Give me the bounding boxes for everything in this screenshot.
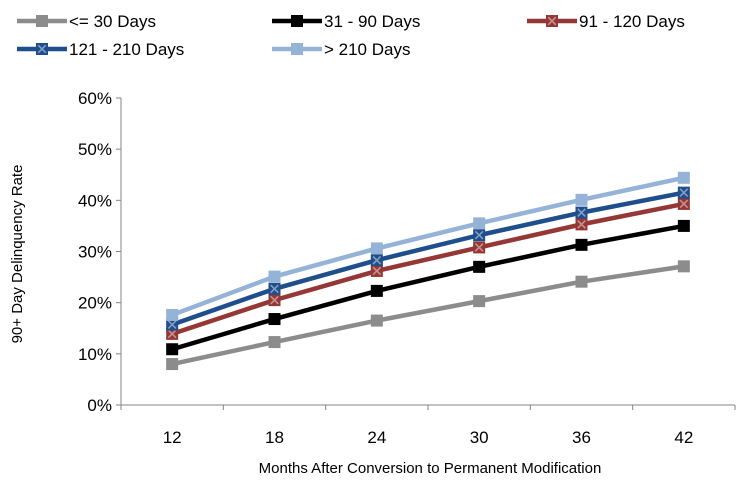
data-point [677, 219, 690, 232]
data-point-cross [577, 220, 586, 229]
x-tick-label: 24 [367, 428, 386, 447]
data-point-cross [679, 188, 689, 198]
y-tick-label: 40% [78, 191, 112, 210]
y-axis-title: 90+ Day Delinquency Rate [9, 165, 26, 344]
data-point [575, 238, 588, 251]
legend-entry: 91 - 120 Days [527, 12, 685, 31]
data-point-cross [167, 329, 177, 339]
y-tick-label: 30% [78, 243, 112, 262]
legend-marker [291, 15, 303, 27]
data-point [473, 217, 486, 230]
data-point-cross [679, 199, 689, 209]
legend-entry: 121 - 210 Days [17, 40, 184, 59]
legend-marker-cross [547, 16, 557, 26]
x-tick-label: 18 [265, 428, 284, 447]
data-point [370, 242, 383, 255]
series-5 [166, 171, 690, 321]
data-point [268, 270, 281, 283]
data-point [473, 229, 486, 242]
legend-label: 91 - 120 Days [579, 12, 685, 31]
data-point-cross [270, 284, 279, 294]
data-point [473, 241, 486, 254]
legend-label: 121 - 210 Days [69, 40, 184, 59]
x-tick-label: 30 [470, 428, 489, 447]
legend-entry: 31 - 90 Days [272, 12, 420, 31]
series-2 [166, 219, 690, 356]
data-point [575, 193, 588, 206]
legend-marker [546, 15, 558, 27]
legend: <= 30 Days 31 - 90 Days 91 - 120 Days 121 -… [17, 12, 685, 59]
data-point [575, 275, 588, 288]
data-point-cross [474, 230, 484, 240]
legend-marker-cross [37, 44, 47, 54]
data-point [268, 336, 281, 349]
data-point [268, 313, 281, 326]
x-tick-label: 42 [674, 428, 693, 447]
data-point-cross [372, 255, 382, 265]
data-point [575, 218, 588, 231]
data-point [370, 314, 383, 327]
y-tick-label: 0% [87, 396, 112, 415]
x-tick-label: 12 [163, 428, 182, 447]
x-axis-title: Months After Conversion to Permanent Mod… [259, 460, 602, 477]
data-point [677, 186, 690, 199]
y-tick-label: 60% [78, 89, 112, 108]
legend-marker [291, 43, 303, 55]
data-point-cross [474, 243, 484, 252]
legend-entry: > 210 Days [272, 40, 410, 59]
series-line [171, 264, 685, 367]
legend-label: > 210 Days [324, 40, 410, 59]
legend-label: 31 - 90 Days [324, 12, 420, 31]
series-3 [166, 197, 690, 340]
legend-label: <= 30 Days [69, 12, 156, 31]
data-point-cross [577, 208, 586, 217]
plot-area: 0% 10% 20% 30% 40% 50% 60% 12 18 24 30 36 42 [78, 89, 736, 447]
data-point [677, 171, 690, 184]
series-line [171, 223, 685, 352]
data-point-cross [167, 320, 177, 330]
data-point-cross [372, 266, 382, 276]
data-point [166, 358, 179, 371]
data-point [473, 260, 486, 273]
legend-marker [36, 43, 48, 55]
series-line [171, 201, 685, 337]
data-point [166, 343, 179, 356]
data-point [575, 206, 588, 219]
data-point [370, 254, 383, 267]
data-point [473, 295, 486, 308]
y-tick-label: 10% [78, 345, 112, 364]
data-point-cross [270, 295, 279, 305]
y-tick-label: 20% [78, 294, 112, 313]
y-tick-label: 50% [78, 140, 112, 159]
data-point [370, 284, 383, 297]
x-tick-label: 36 [572, 428, 591, 447]
series-1 [166, 260, 690, 371]
legend-marker [36, 15, 48, 27]
data-point [677, 260, 690, 273]
data-point [268, 282, 281, 295]
series-line [171, 175, 685, 318]
series-line [171, 190, 685, 327]
data-point [166, 308, 179, 321]
legend-entry: <= 30 Days [17, 12, 156, 31]
